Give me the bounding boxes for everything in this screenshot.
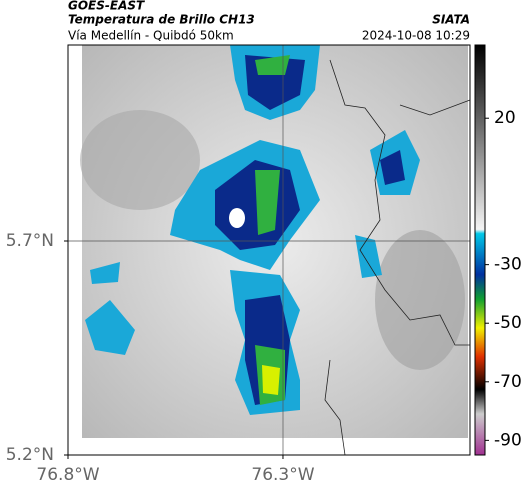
source: GOES-EAST <box>68 0 145 13</box>
colorbar <box>474 44 486 456</box>
timestamp: 2024-10-08 10:29 <box>362 29 470 43</box>
y-tick-label: 5.7°N <box>6 231 54 251</box>
product: Temperatura de Brillo CH13 <box>68 13 255 27</box>
colorbar-tick-label: -90 <box>494 430 522 450</box>
colorbar-tick-label: -50 <box>494 313 522 333</box>
x-tick-label: 76.8°W <box>36 465 99 485</box>
agency: SIATA <box>432 13 470 27</box>
colorbar-tick-label: 20 <box>494 108 516 128</box>
colorbar-tick-label: -30 <box>494 255 522 275</box>
y-tick-label: 5.2°N <box>6 445 54 465</box>
route: Vía Medellín - Quibdó 50km <box>68 29 234 43</box>
satellite-image <box>67 44 471 456</box>
x-tick-label: 76.3°W <box>251 465 314 485</box>
colorbar-tick-label: -70 <box>494 372 522 392</box>
